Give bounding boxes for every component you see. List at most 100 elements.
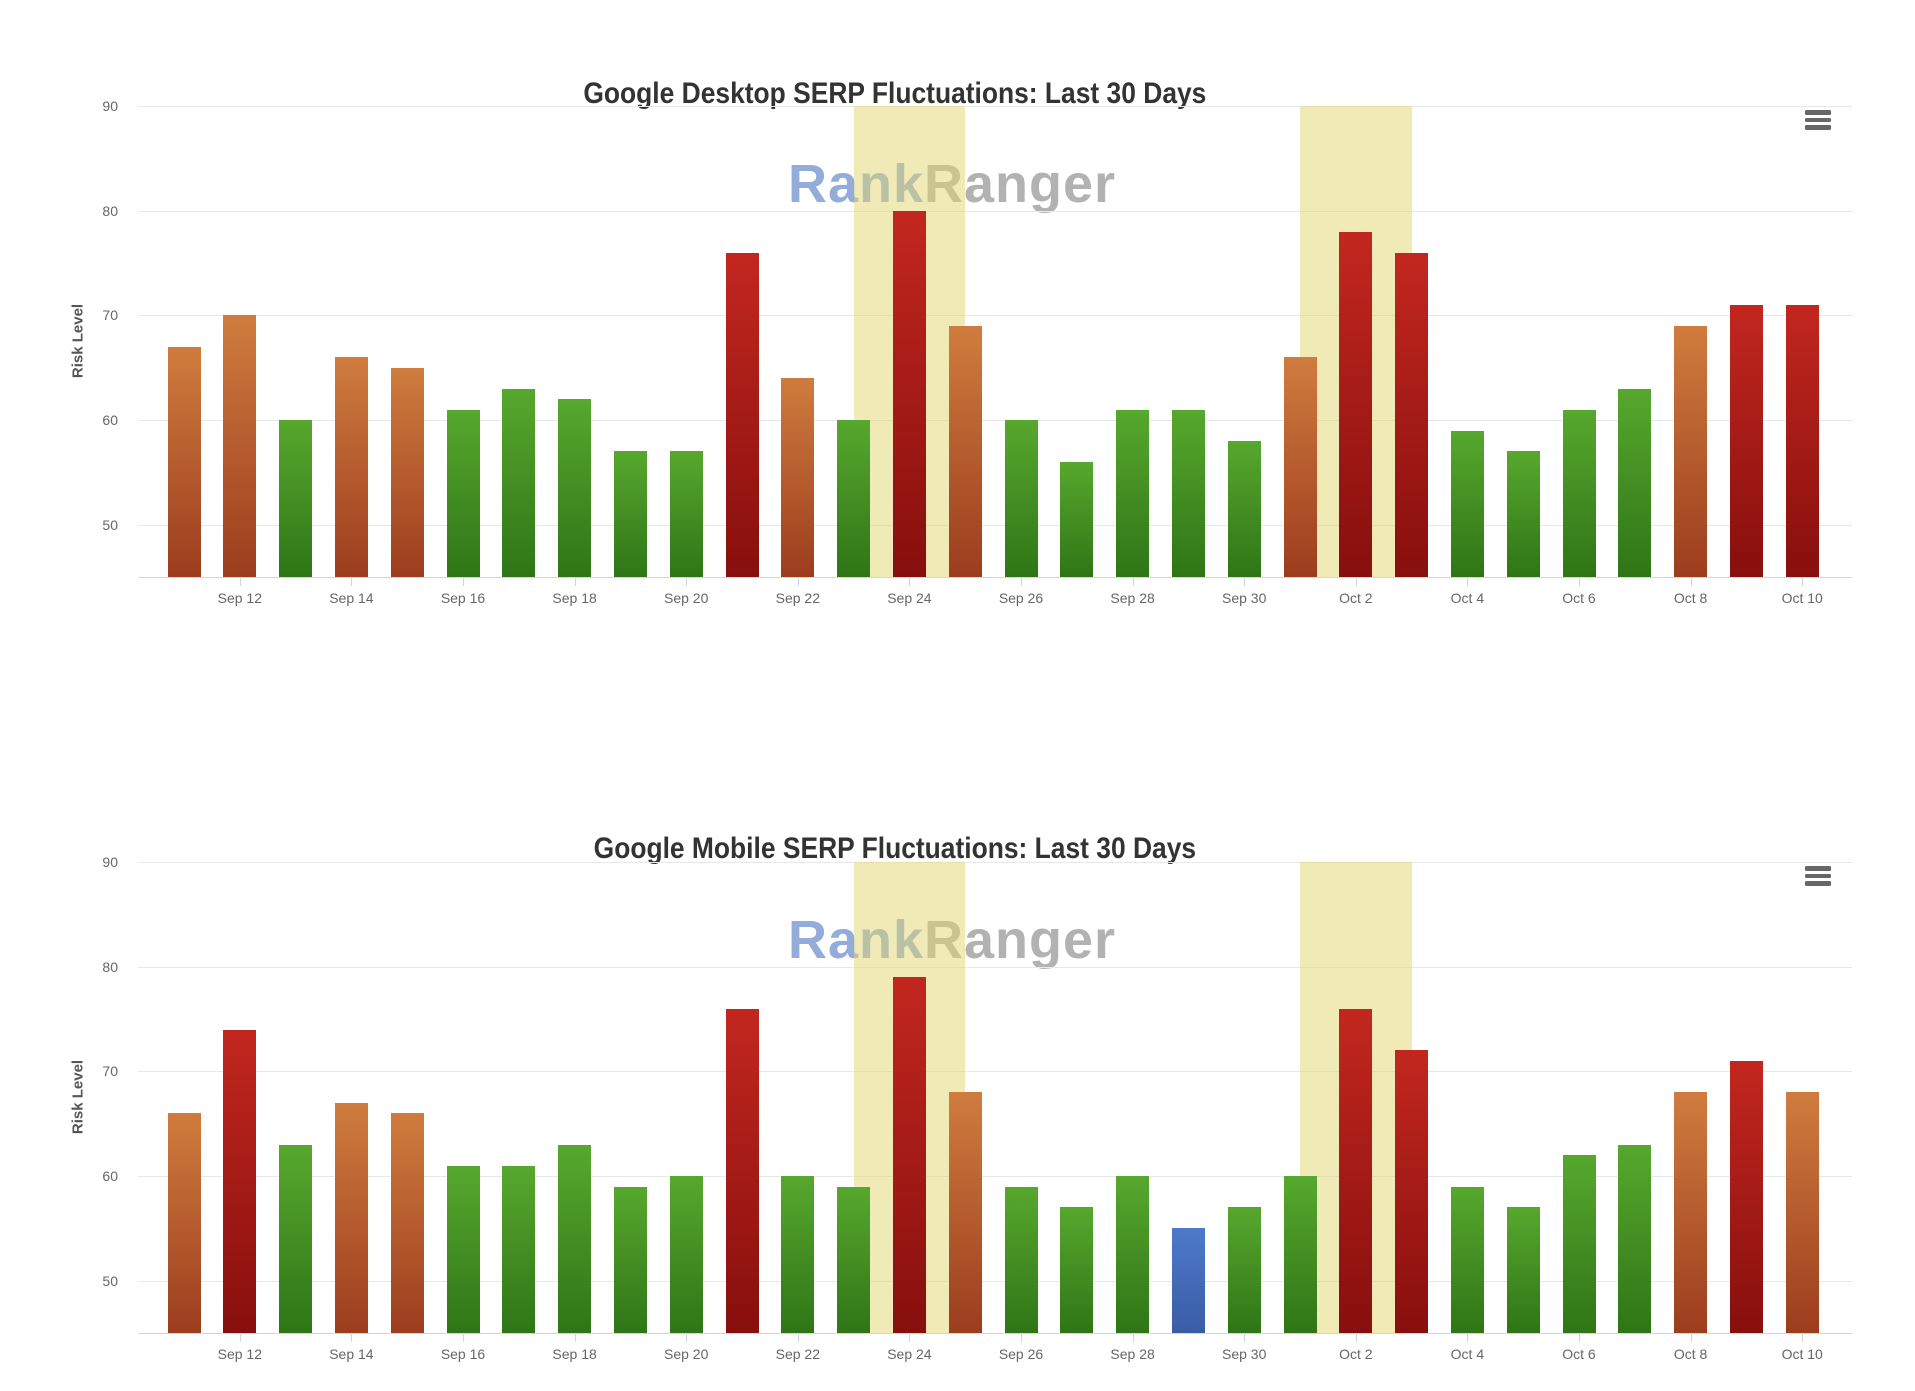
- bar-sep-12[interactable]: [223, 1029, 257, 1333]
- bar-sep-24[interactable]: [892, 210, 926, 577]
- bar-oct-3[interactable]: [1395, 1050, 1429, 1333]
- bar-sep-29[interactable]: [1171, 1228, 1205, 1333]
- bar-sep-19[interactable]: [613, 451, 647, 577]
- x-tick-label: Oct 8: [1673, 590, 1708, 606]
- x-tick-label: Sep 18: [552, 1346, 597, 1362]
- bar-sep-28[interactable]: [1116, 409, 1150, 577]
- bar-sep-20[interactable]: [669, 1176, 703, 1333]
- bar-sep-13[interactable]: [279, 420, 313, 577]
- x-tick: [463, 578, 464, 586]
- bar-oct-10[interactable]: [1785, 1092, 1819, 1333]
- x-tick-label: Oct 6: [1562, 590, 1596, 606]
- bar-oct-5[interactable]: [1506, 1207, 1540, 1333]
- bar-sep-17[interactable]: [502, 1165, 536, 1333]
- bar-oct-6[interactable]: [1562, 1155, 1596, 1333]
- bar-oct-3[interactable]: [1395, 252, 1429, 577]
- bar-oct-8[interactable]: [1674, 1092, 1708, 1333]
- x-tick-label: Sep 16: [440, 590, 486, 606]
- x-tick-label: Oct 4: [1450, 590, 1485, 606]
- y-tick-label: 80: [102, 958, 118, 975]
- bar-sep-30[interactable]: [1227, 440, 1261, 577]
- bar-sep-16[interactable]: [446, 409, 480, 577]
- gridline-60: [138, 420, 1852, 421]
- bar-sep-12[interactable]: [223, 315, 257, 577]
- x-tick-label: Sep 28: [1110, 590, 1155, 606]
- page-title: Google Desktop SERP Fluctuations: Last 3…: [583, 76, 1207, 110]
- bar-oct-10[interactable]: [1785, 304, 1819, 577]
- x-tick: [909, 1334, 911, 1342]
- x-tick: [1244, 1334, 1246, 1342]
- bar-sep-26[interactable]: [1004, 1186, 1038, 1333]
- x-tick-label: Sep 30: [1222, 1346, 1267, 1362]
- gridline-80: [138, 210, 1852, 212]
- x-tick: [1021, 578, 1022, 586]
- page-title: Google Mobile SERP Fluctuations: Last 30…: [593, 831, 1197, 865]
- bar-sep-21[interactable]: [725, 1008, 759, 1333]
- bar-sep-11[interactable]: [167, 1113, 201, 1333]
- x-tick-label: Oct 2: [1339, 1346, 1373, 1362]
- bar-oct-7[interactable]: [1618, 1144, 1652, 1333]
- x-axis-line: [138, 577, 1852, 578]
- x-tick-label: Sep 20: [664, 1346, 709, 1362]
- bar-sep-27[interactable]: [1060, 1207, 1094, 1333]
- bar-sep-21[interactable]: [725, 252, 759, 577]
- bar-sep-15[interactable]: [390, 1113, 424, 1333]
- bar-sep-28[interactable]: [1116, 1176, 1150, 1333]
- bar-sep-18[interactable]: [558, 1144, 592, 1333]
- hamburger-icon[interactable]: [1805, 110, 1831, 131]
- x-tick: [686, 1334, 688, 1342]
- bar-sep-22[interactable]: [781, 1176, 815, 1333]
- bar-sep-26[interactable]: [1004, 420, 1038, 577]
- bar-sep-27[interactable]: [1060, 461, 1094, 577]
- x-tick: [463, 1334, 464, 1342]
- bar-oct-4[interactable]: [1450, 1186, 1484, 1333]
- bar-oct-2[interactable]: [1339, 231, 1373, 577]
- bar-sep-23[interactable]: [837, 420, 871, 577]
- bar-sep-14[interactable]: [334, 1102, 368, 1333]
- x-tick: [1579, 1334, 1580, 1342]
- bar-sep-17[interactable]: [502, 388, 536, 577]
- bar-sep-24[interactable]: [892, 977, 926, 1333]
- x-tick-label: Oct 2: [1339, 590, 1373, 606]
- x-tick-label: Sep 22: [775, 1346, 820, 1362]
- bar-oct-9[interactable]: [1729, 304, 1763, 577]
- x-tick-label: Sep 12: [217, 590, 262, 606]
- bar-sep-29[interactable]: [1171, 409, 1205, 577]
- x-tick: [1467, 578, 1469, 586]
- bar-sep-30[interactable]: [1227, 1207, 1261, 1333]
- bar-oct-8[interactable]: [1674, 325, 1708, 577]
- gridline-50: [138, 1280, 1852, 1282]
- x-tick: [574, 1334, 576, 1342]
- bar-oct-6[interactable]: [1562, 409, 1596, 577]
- bar-sep-19[interactable]: [613, 1186, 647, 1333]
- bar-sep-22[interactable]: [781, 378, 815, 577]
- bar-sep-14[interactable]: [334, 357, 368, 577]
- bar-sep-25[interactable]: [948, 1092, 982, 1333]
- bar-sep-18[interactable]: [558, 399, 592, 577]
- bar-sep-15[interactable]: [390, 367, 424, 577]
- bar-oct-1[interactable]: [1283, 357, 1317, 577]
- bar-oct-5[interactable]: [1506, 451, 1540, 577]
- y-tick-label: 70: [102, 307, 118, 324]
- gridline-50: [138, 524, 1852, 526]
- x-tick-label: Sep 24: [887, 590, 932, 606]
- x-tick-label: Sep 24: [887, 1346, 932, 1362]
- bar-oct-4[interactable]: [1450, 430, 1484, 577]
- bar-oct-1[interactable]: [1283, 1176, 1317, 1333]
- gridline-90: [138, 106, 1852, 107]
- bar-oct-2[interactable]: [1339, 1008, 1373, 1333]
- bar-oct-7[interactable]: [1618, 388, 1652, 577]
- x-tick-label: Oct 10: [1781, 590, 1823, 606]
- bar-oct-9[interactable]: [1729, 1060, 1763, 1333]
- y-tick-label: 70: [102, 1063, 118, 1080]
- x-tick-label: Sep 14: [329, 1346, 374, 1362]
- bar-sep-23[interactable]: [837, 1186, 871, 1333]
- x-tick-label: Oct 4: [1450, 1346, 1485, 1362]
- hamburger-icon[interactable]: [1805, 866, 1831, 887]
- bar-sep-20[interactable]: [669, 451, 703, 577]
- bar-sep-25[interactable]: [948, 325, 982, 577]
- bar-sep-13[interactable]: [279, 1144, 313, 1333]
- x-tick-label: Oct 8: [1673, 1346, 1708, 1362]
- bar-sep-11[interactable]: [167, 346, 201, 577]
- bar-sep-16[interactable]: [446, 1165, 480, 1333]
